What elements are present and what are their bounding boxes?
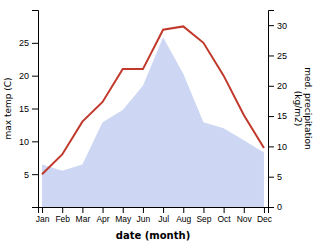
marks (42, 26, 264, 207)
y-axis: 5 10 15 20 25 (19, 11, 39, 208)
tick-label: 10 (277, 142, 287, 152)
tick-label: 25 (277, 51, 287, 61)
tick-label: Oct (217, 214, 231, 224)
tick-label: 5 (277, 172, 282, 182)
tick: Mar (76, 207, 91, 224)
tick-mark (32, 43, 38, 44)
axis-line (32, 11, 39, 208)
tick: Oct (217, 207, 231, 224)
tick-mark (123, 207, 124, 213)
axis-line (269, 11, 275, 208)
tick-label: Feb (55, 214, 70, 224)
tick-mark (264, 207, 265, 213)
tick-mark (203, 207, 204, 213)
tick-label: 30 (277, 21, 287, 31)
plot: Jan Feb Mar Apr May Jun Jul Aug Sep Oct Nov Dec 5 10 1… (19, 11, 287, 225)
tick-label: 20 (19, 71, 29, 81)
tick: 5 (268, 172, 282, 182)
tick-label: 15 (19, 104, 29, 114)
tick: Sep (196, 207, 211, 224)
tick: 25 (268, 51, 287, 61)
tick: Jul (158, 207, 169, 224)
tick-mark (268, 146, 274, 147)
tick-label: 25 (19, 38, 29, 48)
tick-mark (268, 207, 274, 208)
tick: Dec (257, 207, 273, 224)
tick-mark (32, 141, 38, 142)
tick: 10 (19, 137, 38, 147)
tick-mark (143, 207, 144, 213)
tick: 0 (268, 202, 282, 212)
tick-label: Aug (176, 214, 191, 224)
tick: Apr (96, 207, 109, 224)
y2-axis-title-line: med. precipitation (303, 67, 313, 149)
tick-mark (32, 174, 38, 175)
tick-mark (268, 25, 274, 26)
tick: Feb (55, 207, 70, 224)
chart: Jan Feb Mar Apr May Jun Jul Aug Sep Oct Nov Dec 5 10 1… (0, 0, 318, 245)
tick-label: 0 (277, 202, 282, 212)
tick-label: 20 (277, 81, 287, 91)
tick-mark (268, 86, 274, 87)
tick-label: Dec (257, 214, 273, 224)
tick: 20 (19, 71, 38, 81)
tick-mark (224, 207, 225, 213)
temperature-line (42, 26, 264, 174)
tick: Jan (36, 207, 50, 224)
tick: 5 (24, 170, 38, 180)
y2-axis: 0 5 10 15 20 25 30 (268, 11, 287, 213)
tick: Nov (237, 207, 253, 224)
tick-mark (42, 207, 43, 213)
precipitation-area (42, 37, 264, 207)
tick: 15 (19, 104, 38, 114)
tick-mark (163, 207, 164, 213)
tick: May (115, 207, 132, 224)
x-axis-title: date (month) (116, 230, 190, 241)
tick-label: Apr (96, 214, 109, 224)
y2-axis-title-line: (kg/m2) (293, 91, 303, 126)
tick-mark (103, 207, 104, 213)
tick-mark (244, 207, 245, 213)
tick-mark (32, 76, 38, 77)
tick: Aug (176, 207, 191, 224)
tick-mark (82, 207, 83, 213)
tick-label: Sep (196, 214, 211, 224)
tick-label: Nov (237, 214, 253, 224)
tick-label: Jan (36, 214, 50, 224)
tick: Jun (137, 207, 151, 224)
tick-mark (268, 55, 274, 56)
tick-mark (62, 207, 63, 213)
tick-mark (268, 116, 274, 117)
tick-mark (183, 207, 184, 213)
tick: 15 (268, 111, 287, 121)
y-axis-title: max temp (C) (3, 77, 13, 139)
tick-label: 5 (24, 170, 29, 180)
tick: 20 (268, 81, 287, 91)
tick-label: 15 (277, 111, 287, 121)
tick: 10 (268, 142, 287, 152)
tick-label: Jul (158, 214, 169, 224)
x-axis: Jan Feb Mar Apr May Jun Jul Aug Sep Oct Nov Dec (36, 207, 273, 224)
tick-label: May (115, 214, 132, 224)
axis-line (39, 208, 269, 214)
y2-axis-title: med. precipitation(kg/m2) (293, 67, 313, 149)
tick-mark (32, 109, 38, 110)
tick-label: 10 (19, 137, 29, 147)
tick: 30 (268, 21, 287, 31)
tick-label: Mar (76, 214, 91, 224)
tick-mark (268, 177, 274, 178)
tick: 25 (19, 38, 38, 48)
tick-label: Jun (137, 214, 151, 224)
